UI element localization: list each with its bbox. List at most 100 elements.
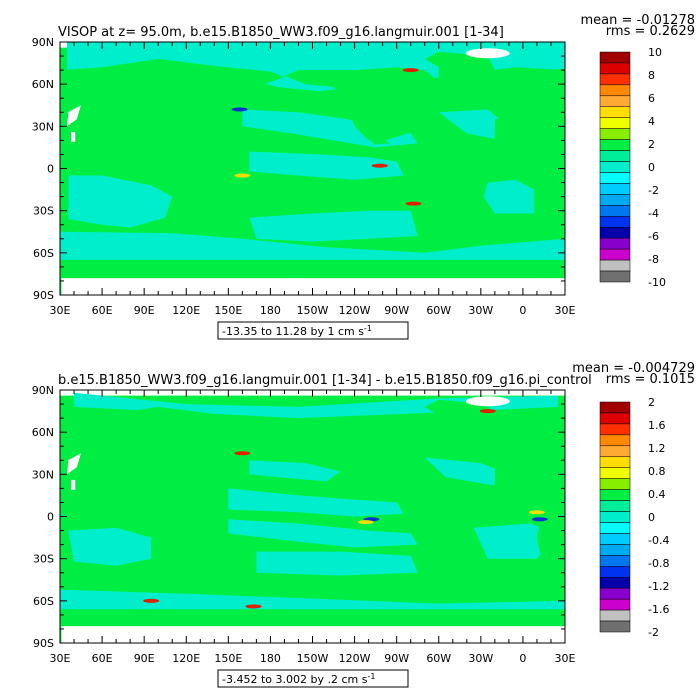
anomaly-patch bbox=[249, 460, 341, 482]
x-tick-label: 0 bbox=[519, 652, 526, 665]
x-tick-label: 0 bbox=[519, 304, 526, 317]
x-tick-label: 60W bbox=[426, 304, 451, 317]
y-tick-label: 0 bbox=[47, 163, 54, 176]
colorbar-swatch bbox=[599, 194, 631, 206]
x-tick-label: 150E bbox=[214, 652, 242, 665]
x-tick-label: 30W bbox=[468, 652, 493, 665]
anomaly-patch bbox=[483, 179, 535, 214]
colorbar-swatch bbox=[599, 456, 631, 468]
red-sea-mask bbox=[71, 131, 76, 142]
y-tick-label: 0 bbox=[47, 511, 54, 524]
colorbar-swatch bbox=[599, 117, 631, 129]
antarctic-mask bbox=[61, 278, 565, 295]
africa-south bbox=[536, 509, 565, 565]
colorbar-swatch bbox=[599, 412, 631, 425]
colorbar-label: 0 bbox=[648, 161, 655, 174]
arctic-ice-mask bbox=[465, 396, 510, 407]
sa-land bbox=[407, 151, 474, 242]
caspian-mask bbox=[62, 105, 81, 127]
anomaly-blob bbox=[531, 517, 548, 522]
colorbar-label: 1.6 bbox=[648, 419, 666, 432]
colorbar-swatch bbox=[599, 270, 631, 283]
colorbar-swatch bbox=[599, 259, 631, 272]
colorbar-swatch bbox=[599, 500, 631, 512]
anomaly-patch bbox=[228, 519, 418, 548]
anomaly-patch bbox=[228, 488, 404, 517]
colorbar-swatch bbox=[599, 423, 631, 436]
colorbar-label: -0.8 bbox=[648, 557, 669, 570]
x-tick-label: 30W bbox=[468, 304, 493, 317]
colorbar-swatch bbox=[599, 161, 631, 173]
anomaly-patch bbox=[60, 231, 565, 260]
colorbar-label: 0 bbox=[648, 511, 655, 524]
colorbar-swatch bbox=[599, 106, 631, 118]
colorbar-label: -8 bbox=[648, 253, 659, 266]
anomaly-patch bbox=[424, 457, 509, 486]
india-land bbox=[113, 480, 145, 506]
x-tick-label: 60E bbox=[92, 304, 113, 317]
x-tick-label: 150E bbox=[214, 304, 242, 317]
y-tick-label: 30S bbox=[33, 205, 54, 218]
anomaly-patch bbox=[473, 523, 558, 559]
x-tick-label: 120E bbox=[172, 652, 200, 665]
colorbar-label: 0.4 bbox=[648, 488, 666, 501]
range-label: -13.35 to 11.28 by 1 cm s-1 bbox=[222, 324, 372, 338]
y-tick-label: 30N bbox=[32, 468, 54, 481]
colorbar-swatch bbox=[599, 576, 631, 589]
anomaly-patch bbox=[68, 527, 152, 566]
y-tick-label: 90N bbox=[32, 384, 54, 397]
colorbar-label: 8 bbox=[648, 69, 655, 82]
colorbar-swatch bbox=[599, 566, 631, 578]
x-tick-label: 150W bbox=[297, 652, 329, 665]
y-tick-label: 90S bbox=[33, 637, 54, 650]
sa-land bbox=[407, 499, 474, 590]
anomaly-blob bbox=[402, 68, 419, 73]
africa-land bbox=[493, 464, 565, 511]
chart-title: b.e15.B1850_WW3.f09_g16.langmuir.001 [1-… bbox=[58, 373, 592, 388]
anomaly-blob bbox=[479, 409, 496, 414]
range-label: -3.452 to 3.002 by .2 cm s-1 bbox=[222, 672, 375, 686]
arabia-land bbox=[67, 471, 100, 499]
x-tick-label: 90W bbox=[384, 304, 409, 317]
colorbar-label: -0.4 bbox=[648, 534, 669, 547]
colorbar-swatch bbox=[599, 84, 631, 97]
x-tick-label: 60W bbox=[426, 652, 451, 665]
x-tick-label: 120W bbox=[339, 652, 371, 665]
colorbar-swatch bbox=[599, 73, 631, 86]
colorbar-swatch bbox=[599, 150, 631, 162]
colorbar-label: 0.8 bbox=[648, 465, 666, 478]
chart-panel-1: 30E 60E 90E 120E 150E 180 150W 120W 90W 60W 30W 0 30… bbox=[32, 13, 695, 340]
range-label-box bbox=[217, 321, 409, 340]
anomaly-blob bbox=[405, 201, 422, 206]
anomaly-blob bbox=[231, 107, 248, 112]
colorbar-label: -4 bbox=[648, 207, 659, 220]
rms-value: rms = 0.2629 bbox=[606, 24, 695, 39]
y-tick-label: 60N bbox=[32, 426, 54, 439]
y-tick-label: 90S bbox=[33, 289, 54, 302]
colorbar-swatch bbox=[599, 434, 631, 447]
x-tick-label: 150W bbox=[297, 304, 329, 317]
x-tick-label: 120E bbox=[172, 304, 200, 317]
colorbar-label: -1.6 bbox=[648, 603, 669, 616]
x-tick-label: 180 bbox=[260, 304, 281, 317]
colorbar-swatch bbox=[599, 172, 631, 184]
red-sea-mask bbox=[71, 479, 76, 490]
x-tick-label: 30E bbox=[50, 652, 71, 665]
colorbar-swatch bbox=[599, 533, 631, 545]
anomaly-blob bbox=[143, 598, 160, 603]
colorbar-label: -10 bbox=[648, 276, 666, 289]
range-label-box bbox=[217, 669, 409, 688]
x-tick-label: 90E bbox=[134, 304, 155, 317]
y-tick-label: 30S bbox=[33, 553, 54, 566]
chart-panel-2: 30E 60E 90E 120E 150E 180 150W 120W 90W 60W 30W 0 30… bbox=[32, 361, 695, 688]
colorbar-swatch bbox=[599, 467, 631, 479]
colorbar-swatch bbox=[599, 489, 631, 501]
colorbar-label: 2 bbox=[648, 396, 655, 409]
europe-land bbox=[508, 416, 565, 466]
range-unit-exponent: -1 bbox=[367, 672, 375, 681]
anomaly-patch bbox=[438, 109, 509, 141]
rms-value: rms = 0.1015 bbox=[606, 372, 695, 387]
colorbar-swatch bbox=[599, 62, 631, 75]
na-land bbox=[284, 67, 439, 145]
